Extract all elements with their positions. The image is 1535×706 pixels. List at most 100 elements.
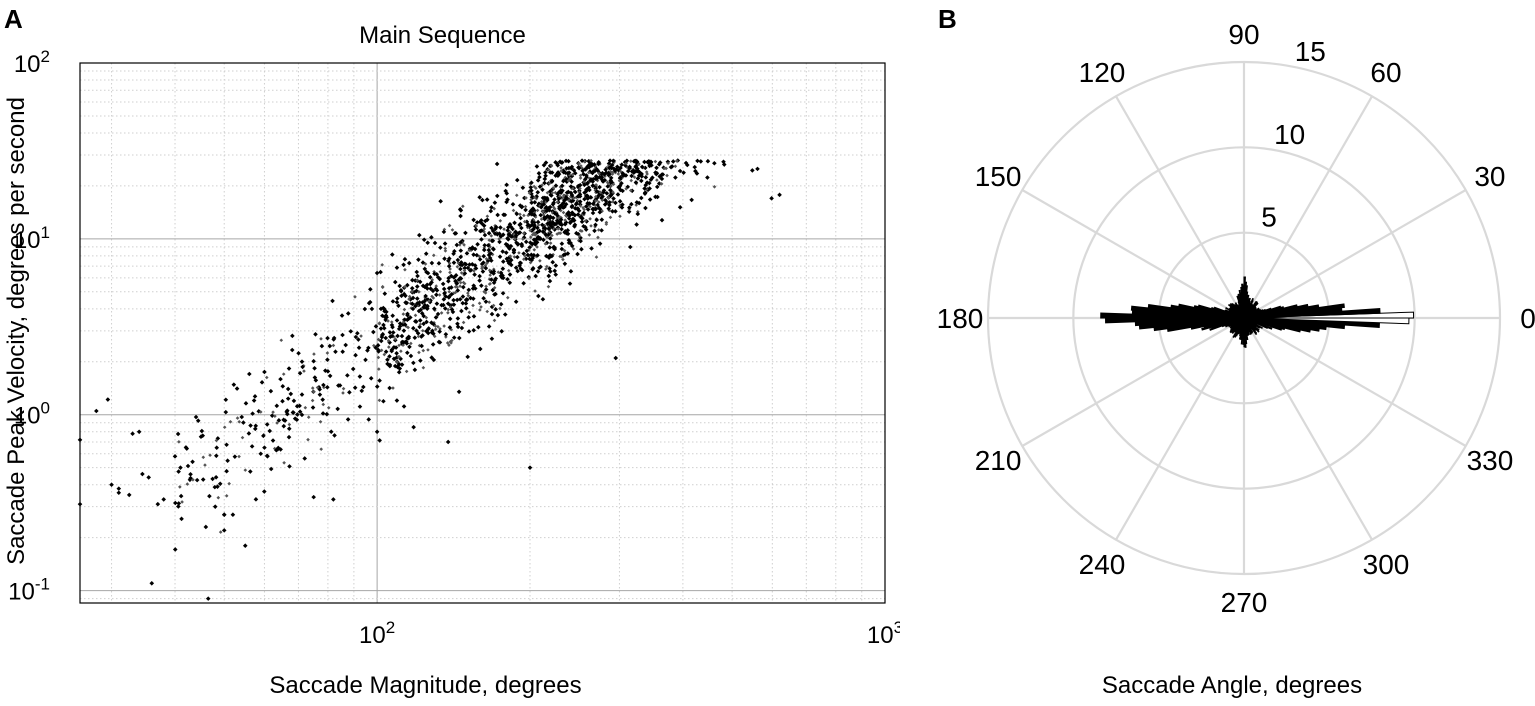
scatter-point: [369, 306, 375, 312]
scatter-point: [647, 186, 652, 191]
scatter-point: [425, 330, 431, 336]
scatter-point: [279, 338, 284, 343]
scatter-point: [587, 162, 592, 167]
scatter-point: [335, 406, 340, 412]
x-axis-label: Saccade Magnitude, degrees: [269, 672, 581, 699]
scatter-point: [448, 339, 453, 344]
scatter-point: [353, 334, 359, 340]
scatter-point: [285, 386, 291, 392]
scatter-point: [505, 295, 510, 300]
scatter-point: [407, 297, 411, 301]
scatter-point: [262, 489, 267, 494]
scatter-point: [612, 168, 618, 174]
scatter-point: [386, 338, 391, 343]
scatter-point: [614, 167, 619, 172]
scatter-point: [517, 263, 522, 268]
scatter-point: [653, 159, 658, 164]
scatter-point: [324, 411, 330, 417]
scatter-point: [433, 286, 439, 292]
scatter-point: [446, 307, 451, 312]
scatter-point: [538, 212, 544, 218]
scatter-point: [580, 166, 584, 171]
scatter-point: [205, 596, 211, 601]
scatter-point: [411, 424, 416, 430]
scatter-point: [422, 266, 428, 272]
scatter-point: [474, 224, 479, 228]
scatter-point: [582, 182, 587, 188]
scatter-point: [368, 375, 374, 381]
scatter-point: [536, 235, 542, 241]
scatter-point: [446, 311, 450, 315]
scatter-point: [573, 206, 578, 211]
scatter-point: [589, 246, 594, 251]
scatter-point: [647, 197, 653, 202]
scatter-point: [479, 237, 484, 242]
scatter-point: [389, 320, 394, 324]
scatter-point: [224, 442, 229, 448]
scatter-point: [430, 328, 435, 334]
y-tick-label: 100: [14, 399, 50, 430]
scatter-point: [597, 241, 603, 246]
scatter-point: [411, 360, 416, 366]
scatter-point: [533, 289, 537, 293]
scatter-point: [473, 266, 479, 271]
scatter-point: [472, 269, 476, 273]
scatter-point: [433, 327, 438, 332]
scatter-point: [480, 197, 485, 203]
scatter-point: [412, 367, 418, 373]
scatter-point: [410, 295, 416, 301]
scatter-point: [445, 341, 450, 345]
scatter-point: [599, 228, 604, 233]
scatter-point: [543, 173, 548, 179]
scatter-point: [418, 358, 423, 363]
scatter-point: [493, 226, 498, 232]
scatter-point: [447, 289, 452, 294]
scatter-point: [498, 270, 504, 276]
scatter-point: [611, 196, 616, 201]
scatter-point: [653, 194, 658, 200]
scatter-point: [588, 177, 594, 182]
scatter-point: [398, 356, 403, 362]
scatter-point: [94, 408, 99, 414]
scatter-point: [299, 392, 305, 397]
scatter-point: [438, 198, 443, 204]
scatter-point: [456, 335, 462, 341]
scatter-point: [626, 209, 632, 214]
scatter-point: [497, 237, 501, 241]
scatter-point: [176, 504, 181, 509]
scatter-point: [606, 206, 612, 211]
scatter-point: [425, 240, 430, 246]
scatter-point: [415, 278, 419, 283]
scatter-point: [430, 288, 436, 294]
scatter-point: [542, 180, 547, 186]
panel-label-a: A: [4, 4, 23, 34]
scatter-point: [270, 438, 276, 443]
scatter-point: [327, 373, 333, 379]
scatter-point: [387, 330, 393, 335]
histogram-bar: [1243, 317, 1410, 325]
scatter-point: [579, 158, 585, 163]
scatter-point: [246, 431, 252, 436]
scatter-point: [240, 435, 245, 440]
scatter-point: [200, 433, 206, 438]
scatter-point: [252, 394, 258, 399]
scatter-point: [552, 207, 557, 211]
scatter-point: [530, 219, 535, 225]
scatter-point: [297, 403, 302, 409]
scatter-point: [195, 418, 201, 424]
scatter-point: [585, 207, 591, 212]
scatter-point: [390, 313, 395, 319]
scatter-point: [565, 193, 569, 198]
scatter-point: [596, 235, 600, 240]
scatter-point: [559, 166, 563, 170]
scatter-point: [590, 201, 596, 207]
scatter-point: [221, 528, 227, 533]
scatter-point: [491, 280, 497, 286]
scatter-point: [566, 216, 572, 221]
scatter-point: [595, 168, 600, 173]
scatter-point: [253, 423, 259, 429]
scatter-point: [444, 335, 448, 339]
scatter-point: [485, 243, 491, 248]
scatter-point: [429, 280, 434, 285]
scatter-point: [546, 226, 552, 232]
